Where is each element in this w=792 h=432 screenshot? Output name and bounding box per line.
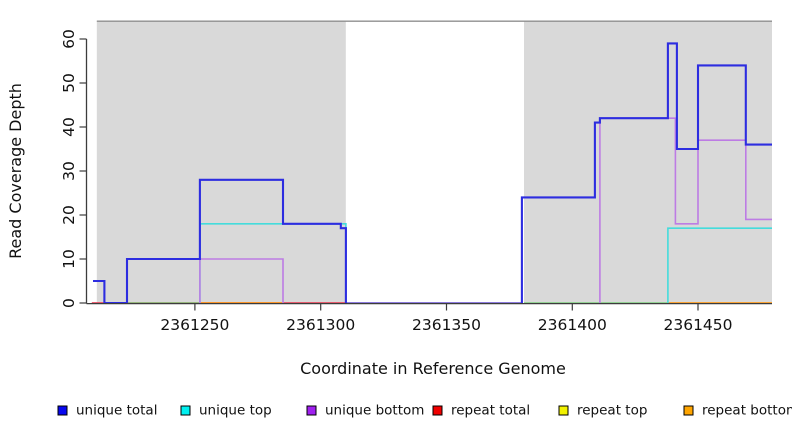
legend-item-repeat-total: repeat total bbox=[432, 403, 530, 419]
line-unique-bottom bbox=[199, 258, 284, 303]
y-tick-label: 0 bbox=[60, 298, 78, 308]
y-tick-label: 60 bbox=[60, 29, 78, 49]
x-tick-label: 2361450 bbox=[663, 316, 732, 334]
legend-swatch-repeat-top bbox=[558, 405, 569, 416]
legend-label-unique-bottom: unique bottom bbox=[325, 403, 424, 419]
legend-swatch-unique-top bbox=[180, 405, 191, 416]
y-tick-label: 10 bbox=[60, 249, 78, 269]
legend-swatch-repeat-total bbox=[432, 405, 443, 416]
legend-item-repeat-top: repeat top bbox=[558, 403, 647, 419]
y-tick-label: 30 bbox=[60, 161, 78, 181]
legend: unique total unique top unique bottom repea… bbox=[57, 403, 792, 419]
legend-item-unique-top: unique top bbox=[180, 403, 272, 419]
legend-item-repeat-bottom: repeat bottom bbox=[683, 403, 792, 419]
legend-item-unique-bottom: unique bottom bbox=[306, 403, 424, 419]
legend-swatch-unique-total bbox=[57, 405, 68, 416]
x-tick-label: 2361350 bbox=[412, 316, 481, 334]
legend-label-repeat-top: repeat top bbox=[577, 403, 647, 419]
x-axis-title: Coordinate in Reference Genome bbox=[300, 359, 566, 378]
y-tick-label: 50 bbox=[60, 73, 78, 93]
shaded-regions bbox=[96, 20, 772, 304]
shaded-region bbox=[96, 21, 346, 304]
line-unique-top bbox=[667, 227, 772, 303]
y-tick-label: 20 bbox=[60, 205, 78, 225]
y-axis-title: Read Coverage Depth bbox=[6, 83, 25, 259]
x-tick-label: 2361400 bbox=[538, 316, 607, 334]
legend-swatch-repeat-bottom bbox=[683, 405, 694, 416]
legend-label-unique-top: unique top bbox=[199, 403, 272, 419]
line-unique-total bbox=[520, 42, 772, 303]
y-tick-label: 40 bbox=[60, 117, 78, 137]
legend-swatch-unique-bottom bbox=[306, 405, 317, 416]
axes: 0 10 20 30 40 50 60 2361250 2361300 2361350 236140… bbox=[60, 29, 772, 334]
legend-label-repeat-total: repeat total bbox=[451, 403, 530, 419]
legend-item-unique-total: unique total bbox=[57, 403, 157, 419]
legend-label-unique-total: unique total bbox=[76, 403, 157, 419]
x-tick-label: 2361300 bbox=[286, 316, 355, 334]
legend-label-repeat-bottom: repeat bottom bbox=[702, 403, 792, 419]
x-tick-label: 2361250 bbox=[160, 316, 229, 334]
shaded-region bbox=[524, 21, 772, 304]
